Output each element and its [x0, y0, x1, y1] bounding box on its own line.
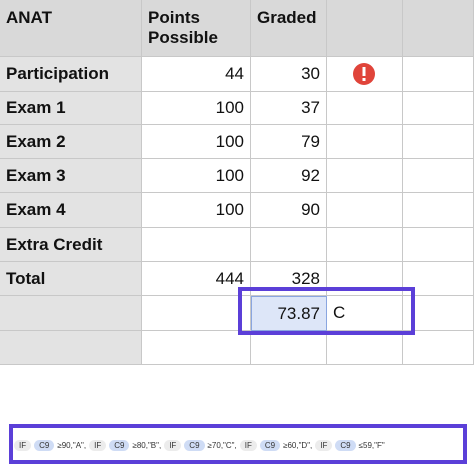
cell[interactable]: 100 — [142, 92, 251, 125]
cell[interactable] — [327, 57, 403, 92]
cell[interactable]: 44 — [142, 57, 251, 92]
cell[interactable] — [403, 228, 474, 262]
cell[interactable]: 37 — [251, 92, 327, 125]
cell[interactable] — [251, 228, 327, 262]
cell[interactable] — [403, 159, 474, 193]
formula-ref: C9 — [34, 440, 55, 451]
cell[interactable]: 444 — [142, 262, 251, 296]
cell[interactable]: Exam 4 — [0, 193, 142, 228]
cell[interactable] — [327, 92, 403, 125]
formula-fn: IF — [239, 440, 257, 451]
formula-ref: C9 — [259, 440, 281, 451]
grade-cell[interactable]: C — [327, 296, 403, 331]
formula-ref: C9 — [109, 440, 130, 451]
selected-cell[interactable]: 73.87 — [251, 296, 327, 331]
cell[interactable] — [403, 92, 474, 125]
cell[interactable] — [403, 193, 474, 228]
cell[interactable]: Exam 2 — [0, 125, 142, 159]
cell[interactable]: 100 — [142, 159, 251, 193]
cell[interactable] — [403, 57, 474, 92]
formula-fn: IF — [164, 440, 182, 451]
cell[interactable]: 100 — [142, 193, 251, 228]
cell[interactable] — [327, 262, 403, 296]
formula-highlight-box — [9, 424, 467, 464]
cell[interactable] — [327, 331, 403, 365]
cell[interactable] — [327, 193, 403, 228]
cell[interactable] — [327, 125, 403, 159]
cell[interactable] — [142, 331, 251, 365]
cell[interactable] — [142, 296, 251, 331]
cell[interactable]: 79 — [251, 125, 327, 159]
formula-rest: ≤59,"F" — [358, 441, 385, 450]
header-cell[interactable]: Graded — [251, 0, 327, 57]
formula-rest: ≥90,"A", — [57, 441, 87, 450]
cell[interactable] — [251, 331, 327, 365]
formula-rest: ≥70,"C", — [207, 441, 237, 450]
cell[interactable] — [403, 125, 474, 159]
header-cell[interactable] — [327, 0, 403, 57]
cell[interactable]: 328 — [251, 262, 327, 296]
cell[interactable] — [327, 159, 403, 193]
formula-ref: C9 — [184, 440, 205, 451]
warning-icon[interactable] — [351, 62, 377, 86]
cell[interactable] — [0, 331, 142, 365]
formula-ref: C9 — [335, 440, 356, 451]
cell[interactable]: Exam 3 — [0, 159, 142, 193]
cell[interactable] — [0, 296, 142, 331]
cell[interactable] — [403, 331, 474, 365]
formula-bar[interactable]: IF C9 ≥90,"A", IF C9 ≥80,"B", IF C9 ≥70,"C", IF C9… — [14, 440, 385, 451]
header-cell[interactable]: ANAT — [0, 0, 142, 57]
cell[interactable]: 100 — [142, 125, 251, 159]
formula-fn: IF — [89, 440, 107, 451]
cell[interactable]: 30 — [251, 57, 327, 92]
header-cell[interactable] — [403, 0, 474, 57]
formula-fn: IF — [14, 440, 32, 451]
cell[interactable]: Exam 1 — [0, 92, 142, 125]
formula-rest: ≥60,"D", — [283, 441, 313, 450]
formula-fn: IF — [315, 440, 333, 451]
cell[interactable]: Participation — [0, 57, 142, 92]
cell[interactable] — [142, 228, 251, 262]
highlight-box — [238, 287, 415, 335]
cell[interactable] — [327, 228, 403, 262]
cell[interactable]: 92 — [251, 159, 327, 193]
cell[interactable]: 90 — [251, 193, 327, 228]
cell[interactable]: Total — [0, 262, 142, 296]
header-cell[interactable]: Points Possible — [142, 0, 251, 57]
formula-rest: ≥80,"B", — [132, 441, 162, 450]
cell[interactable]: Extra Credit — [0, 228, 142, 262]
